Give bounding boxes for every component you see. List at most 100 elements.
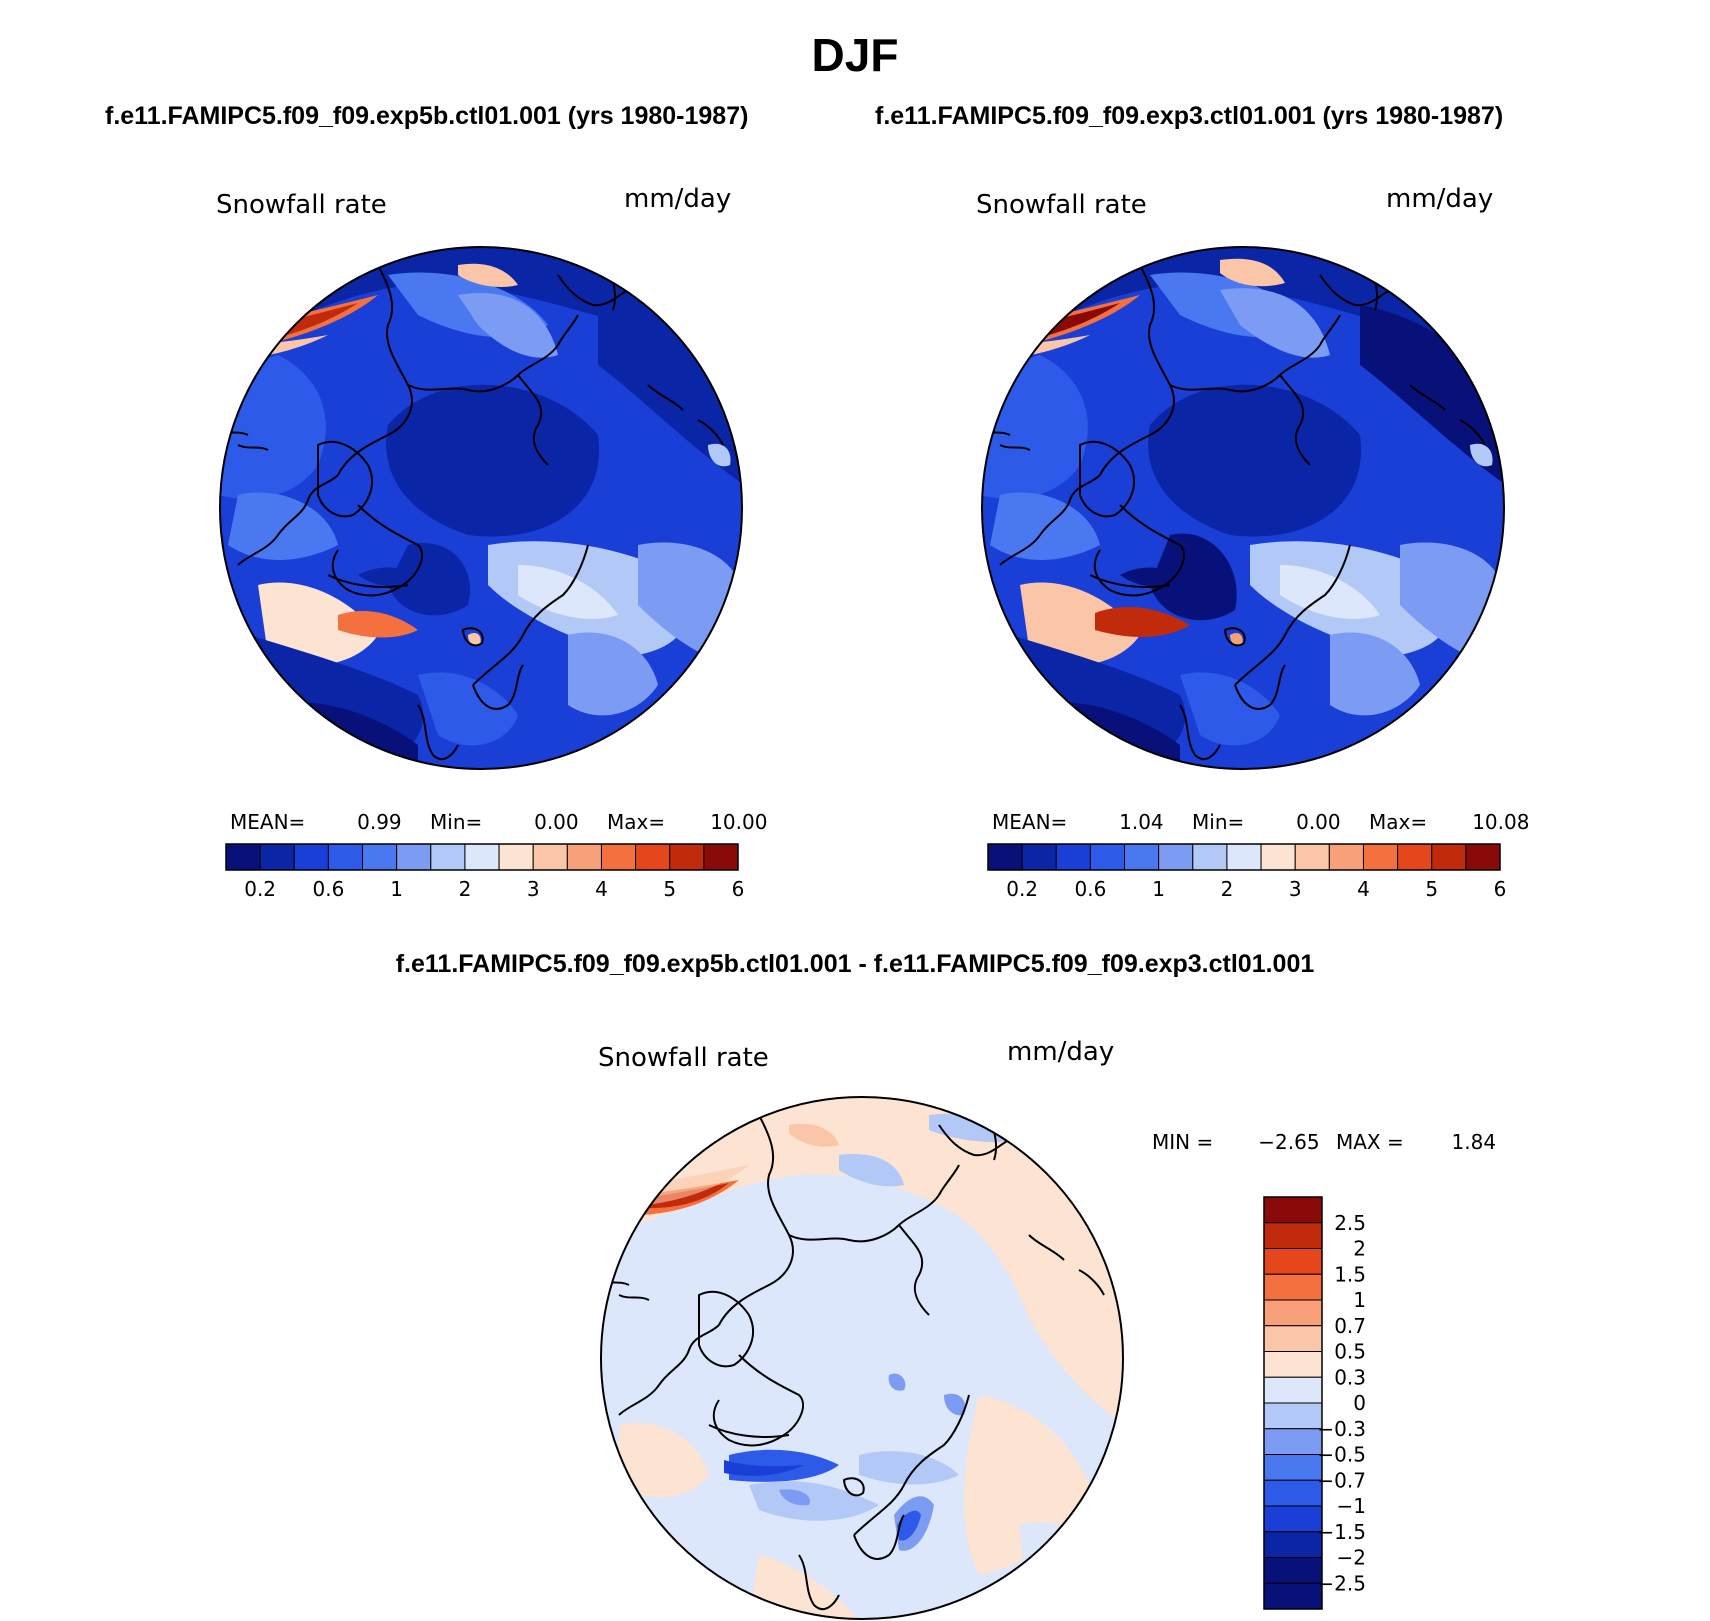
difference-colorbar-swatch [1263,1402,1323,1430]
panel-2-colorbar-tick-label: 2 [1221,877,1234,901]
panel-1-colorbar-swatch [225,843,261,871]
panel-1-colorbar-tick-label: 0.2 [244,877,276,901]
panel-1-colorbar-swatch [293,843,329,871]
panel-2-colorbar-swatch [1294,843,1330,871]
difference-colorbar-swatch [1263,1222,1323,1249]
panel-2-max-value: 10.08 [1472,810,1530,834]
difference-colorbar-tick-label: 0.7 [1334,1314,1366,1338]
difference-colorbar-swatch [1263,1505,1323,1533]
panel-1-mean-value: 0.99 [357,810,402,834]
panel-2-colorbar-swatch [1397,843,1433,871]
panel-1-colorbar-swatch [362,843,398,871]
panel-2-colorbar-swatch [1021,843,1057,871]
difference-colorbar-tick-label: 0.5 [1334,1340,1366,1364]
panel-1-colorbar-swatch [532,843,568,871]
panel-1-colorbar-swatch [396,843,432,871]
panel-2-colorbar-tick-label: 5 [1425,877,1438,901]
difference-colorbar-tick-label: 2.5 [1334,1211,1366,1235]
difference-colorbar-tick-label: 1.5 [1334,1262,1366,1286]
panel-2-colorbar-tick-label: 3 [1289,877,1302,901]
difference-colorbar-swatch [1263,1531,1323,1558]
panel-2-colorbar-tick-label: 6 [1494,877,1507,901]
panel-1-colorbar-swatch [703,843,739,871]
panel-2-colorbar-swatch [1124,843,1160,871]
panel-2-units-label: mm/day [1386,184,1494,214]
difference-colorbar-swatch [1263,1376,1323,1404]
panel-1-colorbar-swatch [566,843,602,871]
difference-colorbar-tick-label: −1.5 [1317,1520,1366,1544]
difference-colorbar-tick-label: −0.7 [1317,1468,1366,1492]
panel-1-colorbar-tick-label: 0.6 [312,877,344,901]
panel-1-min-value: 0.00 [534,810,579,834]
difference-colorbar-swatch [1263,1196,1323,1224]
difference-max-label: MAX = [1335,1130,1404,1154]
panel-1-colorbar-tick-label: 4 [595,877,608,901]
panel-1-colorbar-swatch [498,843,534,871]
difference-colorbar-swatch [1263,1428,1323,1455]
difference-colorbar-tick-label: −0.3 [1317,1417,1366,1441]
panel-2-min-value: 0.00 [1296,810,1341,834]
difference-colorbar-swatch [1263,1351,1323,1378]
difference-stats: MIN = −2.65 MAX = 1.84 [1152,1130,1496,1154]
difference-units-label: mm/day [1007,1037,1115,1067]
difference-colorbar-tick-label: −0.5 [1317,1443,1366,1467]
panel-1-colorbar-tick-label: 5 [663,877,676,901]
panel-1-max-value: 10.00 [710,810,768,834]
panel-1-max-label: Max= [606,810,666,834]
panel-1-colorbar-swatch [464,843,500,871]
panel-1-stats: MEAN= 0.99 Min= 0.00 Max= 10.00 [230,810,767,834]
difference-colorbar-swatch [1263,1479,1323,1507]
panel-2-colorbar-tick-label: 0.2 [1006,877,1038,901]
difference-colorbar-swatch [1263,1582,1323,1610]
difference-polar-map [600,1096,1124,1620]
difference-colorbar-tick-label: 0 [1353,1391,1366,1415]
panel-2-variable-label: Snowfall rate [976,190,1147,220]
difference-colorbar-tick-label: −1 [1337,1494,1366,1518]
panel-2-colorbar: 0.2 0.6 1 2 3 4 5 6 [987,843,1507,901]
panel-2-colorbar-swatch [987,843,1023,871]
difference-colorbar-swatch [1263,1299,1323,1327]
panel-2-mean-value: 1.04 [1119,810,1164,834]
difference-colorbar-swatch [1263,1325,1323,1352]
panel-2-colorbar-tick-label: 1 [1152,877,1165,901]
panel-1-colorbar: 0.2 0.6 1 2 3 4 5 6 [225,843,745,901]
difference-colorbar-tick-label: −2.5 [1317,1571,1366,1595]
panel-2-min-label: Min= [1192,810,1245,834]
difference-colorbar-swatch [1263,1273,1323,1301]
panel-1-colorbar-tick-label: 6 [732,877,745,901]
difference-colorbar-swatch [1263,1248,1323,1275]
panel-1-colorbar-tick-label: 1 [390,877,403,901]
panel-1-colorbar-swatch [259,843,295,871]
panel-2-colorbar-swatch [1089,843,1126,871]
panel-1-case-title: f.e11.FAMIPC5.f09_f09.exp5b.ctl01.001 (y… [105,102,749,130]
panel-1-colorbar-swatch [635,843,671,871]
difference-colorbar-tick-label: 1 [1353,1288,1366,1312]
panel-2-polar-map [981,246,1505,770]
difference-colorbar-tick-label: 2 [1353,1237,1366,1261]
panel-2-colorbar-swatch [1328,843,1364,871]
panel-2-colorbar-tick-label: 4 [1357,877,1370,901]
panel-2-colorbar-swatch [1192,843,1228,871]
difference-variable-label: Snowfall rate [598,1043,769,1073]
panel-2-colorbar-swatch [1260,843,1296,871]
season-title: DJF [811,29,899,81]
panel-2-colorbar-swatch [1158,843,1194,871]
panel-1-colorbar-swatch [327,843,364,871]
difference-min-label: MIN = [1152,1130,1214,1154]
panel-2-max-label: Max= [1368,810,1428,834]
panel-1-colorbar-tick-label: 2 [459,877,472,901]
panel-1-colorbar-swatch [430,843,466,871]
panel-2-case-title: f.e11.FAMIPC5.f09_f09.exp3.ctl01.001 (yr… [875,102,1504,130]
panel-2-colorbar-swatch [1431,843,1467,871]
difference-colorbar-swatch [1263,1454,1323,1481]
difference-colorbar: 2.521.510.70.50.30−0.3−0.5−0.7−1−1.5−2−2… [1263,1196,1366,1610]
panel-2-colorbar-tick-label: 0.6 [1074,877,1106,901]
panel-2-colorbar-swatch [1226,843,1262,871]
panel-2-colorbar-swatch [1362,843,1399,871]
panel-1-colorbar-swatch [600,843,637,871]
difference-max-value: 1.84 [1451,1130,1497,1154]
panel-1-mean-label: MEAN= [230,810,306,834]
difference-colorbar-tick-label: 0.3 [1334,1365,1366,1389]
panel-2-stats: MEAN= 1.04 Min= 0.00 Max= 10.08 [992,810,1529,834]
panel-1-colorbar-tick-label: 3 [527,877,540,901]
